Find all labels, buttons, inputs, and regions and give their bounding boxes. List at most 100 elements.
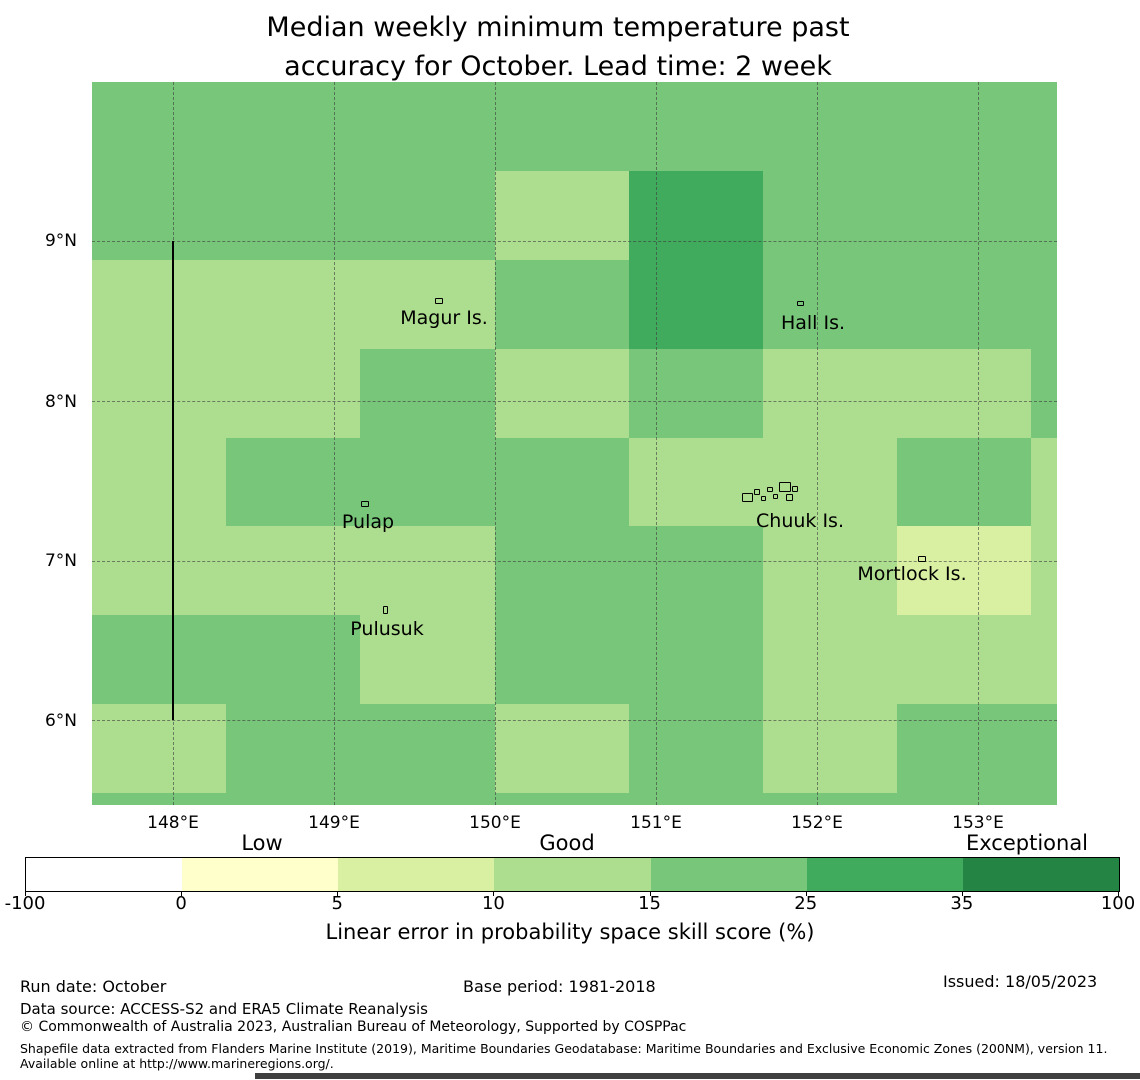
data-source-text: Data source: ACCESS-S2 and ERA5 Climate … bbox=[20, 1000, 428, 1018]
colorbar-segment bbox=[962, 858, 1119, 891]
heatmap-cell bbox=[226, 82, 360, 171]
heatmap-cell bbox=[1031, 260, 1057, 349]
place-label: Pulap bbox=[341, 511, 395, 533]
x-tick-label: 150°E bbox=[469, 813, 521, 833]
colorbar-tick bbox=[961, 891, 963, 896]
heatmap-cell bbox=[1031, 704, 1057, 793]
heatmap-cell bbox=[763, 615, 897, 704]
heatmap-cell bbox=[92, 526, 226, 615]
heatmap-cell bbox=[92, 793, 226, 805]
heatmap-cell bbox=[1031, 438, 1057, 526]
heatmap-cell bbox=[763, 526, 897, 615]
heatmap-cell bbox=[360, 704, 495, 793]
x-tick-label: 151°E bbox=[630, 813, 682, 833]
heatmap-cell bbox=[897, 349, 1031, 438]
heatmap-cell bbox=[360, 526, 495, 615]
heatmap-cell bbox=[495, 438, 629, 526]
heatmap-cell bbox=[495, 615, 629, 704]
island-outline bbox=[742, 493, 753, 502]
colorbar-tick-label: 5 bbox=[331, 893, 344, 914]
heatmap-cell bbox=[495, 82, 629, 171]
heatmap-cell bbox=[495, 793, 629, 805]
gridline bbox=[92, 720, 1057, 721]
heatmap-cell bbox=[1031, 526, 1057, 615]
heatmap-cell bbox=[495, 704, 629, 793]
colorbar bbox=[25, 857, 1120, 892]
maritime-boundary-line bbox=[172, 241, 174, 720]
heatmap-cell bbox=[629, 82, 763, 171]
colorbar-tick-label: -100 bbox=[4, 893, 46, 914]
gridline bbox=[817, 82, 818, 805]
heatmap-cell bbox=[629, 260, 763, 349]
gridline bbox=[92, 401, 1057, 402]
colorbar-tick bbox=[493, 891, 495, 896]
heatmap-cell bbox=[360, 793, 495, 805]
heatmap-cell bbox=[763, 171, 897, 260]
heatmap-cell bbox=[495, 526, 629, 615]
colorbar-caption: Low bbox=[241, 831, 283, 855]
heatmap-cell bbox=[1031, 349, 1057, 438]
colorbar-segment bbox=[26, 858, 183, 891]
colorbar-tick bbox=[181, 891, 183, 896]
heatmap-cell bbox=[226, 704, 360, 793]
y-tick-label: 6°N bbox=[44, 711, 77, 731]
heatmap-cell bbox=[360, 171, 495, 260]
heatmap-cell bbox=[1031, 615, 1057, 704]
copyright-text: © Commonwealth of Australia 2023, Austra… bbox=[20, 1019, 687, 1035]
island-outline bbox=[761, 496, 766, 501]
heatmap-cell bbox=[897, 82, 1031, 171]
base-period-text: Base period: 1981-2018 bbox=[463, 977, 656, 996]
gridline bbox=[92, 561, 1057, 562]
colorbar-caption: Exceptional bbox=[965, 831, 1089, 855]
colorbar-caption: Good bbox=[539, 831, 595, 855]
colorbar-segment bbox=[650, 858, 807, 891]
colorbar-tick bbox=[337, 891, 339, 896]
heatmap-cell bbox=[629, 704, 763, 793]
heatmap-cell bbox=[360, 349, 495, 438]
heatmap-cell bbox=[629, 526, 763, 615]
gridline bbox=[334, 82, 335, 805]
heatmap-cell bbox=[897, 171, 1031, 260]
colorbar-tick-label: 100 bbox=[1100, 893, 1136, 914]
gridline bbox=[495, 82, 496, 805]
place-label: Magur Is. bbox=[400, 307, 488, 329]
heatmap-cell bbox=[92, 349, 226, 438]
gridline bbox=[92, 241, 1057, 242]
island-outline bbox=[797, 301, 804, 306]
heatmap-cell bbox=[897, 704, 1031, 793]
x-tick-label: 153°E bbox=[952, 813, 1004, 833]
heatmap-cell bbox=[629, 793, 763, 805]
heatmap-cell bbox=[92, 171, 226, 260]
heatmap-cell bbox=[1031, 82, 1057, 171]
island-outline bbox=[383, 606, 388, 614]
heatmap-cell bbox=[495, 349, 629, 438]
heatmap-cell bbox=[897, 793, 1031, 805]
heatmap-cell bbox=[92, 704, 226, 793]
island-outline bbox=[918, 556, 926, 562]
heatmap-cell bbox=[763, 82, 897, 171]
island-outline bbox=[779, 482, 791, 492]
skill-score-map: Magur Is. Hall Is. Pulap Chuuk Is. Mortlock … bbox=[92, 82, 1057, 805]
heatmap-cell bbox=[495, 171, 629, 260]
x-tick-label: 148°E bbox=[147, 813, 199, 833]
heatmap-cell bbox=[897, 260, 1031, 349]
heatmap-cell bbox=[897, 438, 1031, 526]
heatmap-cell bbox=[763, 793, 897, 805]
heatmap-cell bbox=[226, 615, 360, 704]
colorbar-tick-label: 0 bbox=[175, 893, 187, 914]
x-tick-label: 152°E bbox=[791, 813, 843, 833]
place-label: Chuuk Is. bbox=[756, 510, 844, 532]
colorbar-tick bbox=[1118, 891, 1119, 896]
heatmap-cell bbox=[629, 349, 763, 438]
heatmap-cell bbox=[360, 260, 495, 349]
island-outline bbox=[773, 494, 778, 499]
heatmap-cell bbox=[1031, 793, 1057, 805]
x-tick-label: 149°E bbox=[308, 813, 360, 833]
heatmap-cell bbox=[226, 171, 360, 260]
gridline bbox=[978, 82, 979, 805]
y-tick-label: 9°N bbox=[44, 231, 77, 251]
heatmap-cell bbox=[629, 171, 763, 260]
colorbar-tick-label: 10 bbox=[481, 893, 505, 914]
colorbar-tick bbox=[649, 891, 651, 896]
